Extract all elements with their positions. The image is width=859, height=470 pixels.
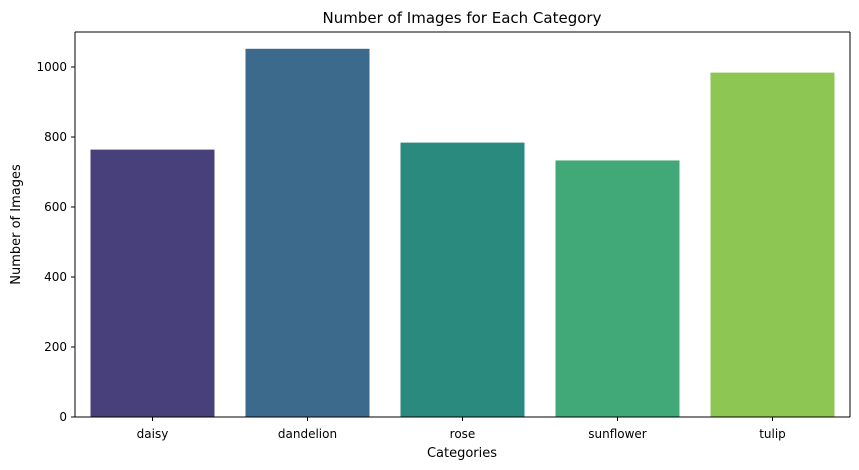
y-tick-label: 200 <box>44 340 67 354</box>
bar-sunflower <box>555 160 680 417</box>
bar-daisy <box>90 149 215 417</box>
x-tick-label: daisy <box>137 427 169 441</box>
x-axis-ticks: daisy dandelion rose sunflower tulip <box>137 417 786 441</box>
x-tick-label: rose <box>450 427 476 441</box>
y-axis-label: Number of Images <box>9 164 24 285</box>
bar-rose <box>400 142 525 417</box>
y-tick-label: 1000 <box>36 60 67 74</box>
y-tick-label: 800 <box>44 130 67 144</box>
plot-frame <box>74 31 851 418</box>
y-tick-label: 600 <box>44 200 67 214</box>
x-tick-label: dandelion <box>278 427 337 441</box>
y-tick-label: 400 <box>44 270 67 284</box>
bar-dandelion <box>245 48 370 418</box>
x-tick-label: tulip <box>759 427 786 441</box>
bar-tulip <box>710 72 835 417</box>
chart-title: Number of Images for Each Category <box>323 9 602 27</box>
y-axis-ticks: 0 200 400 600 800 1000 <box>36 60 75 424</box>
y-tick-label: 0 <box>59 410 67 424</box>
bars-group <box>90 48 835 418</box>
x-tick-label: sunflower <box>588 427 647 441</box>
x-axis-label: Categories <box>427 446 497 461</box>
